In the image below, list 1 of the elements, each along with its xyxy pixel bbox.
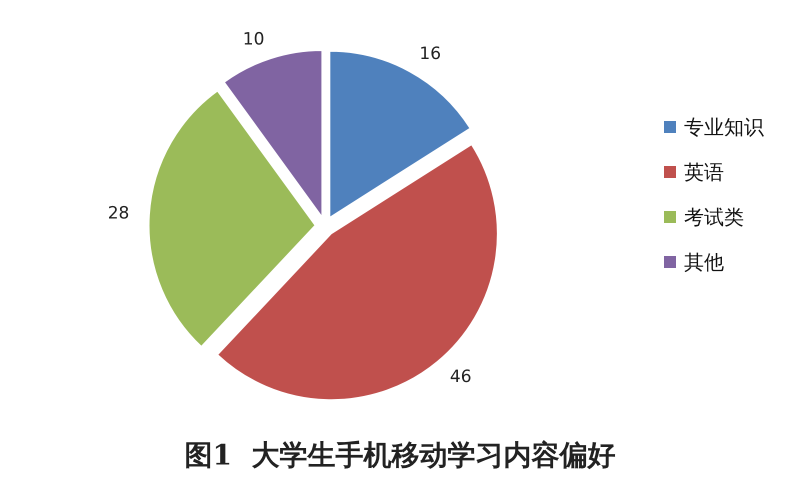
title: 图1 大学生手机移动学习内容偏好 xyxy=(184,438,616,472)
